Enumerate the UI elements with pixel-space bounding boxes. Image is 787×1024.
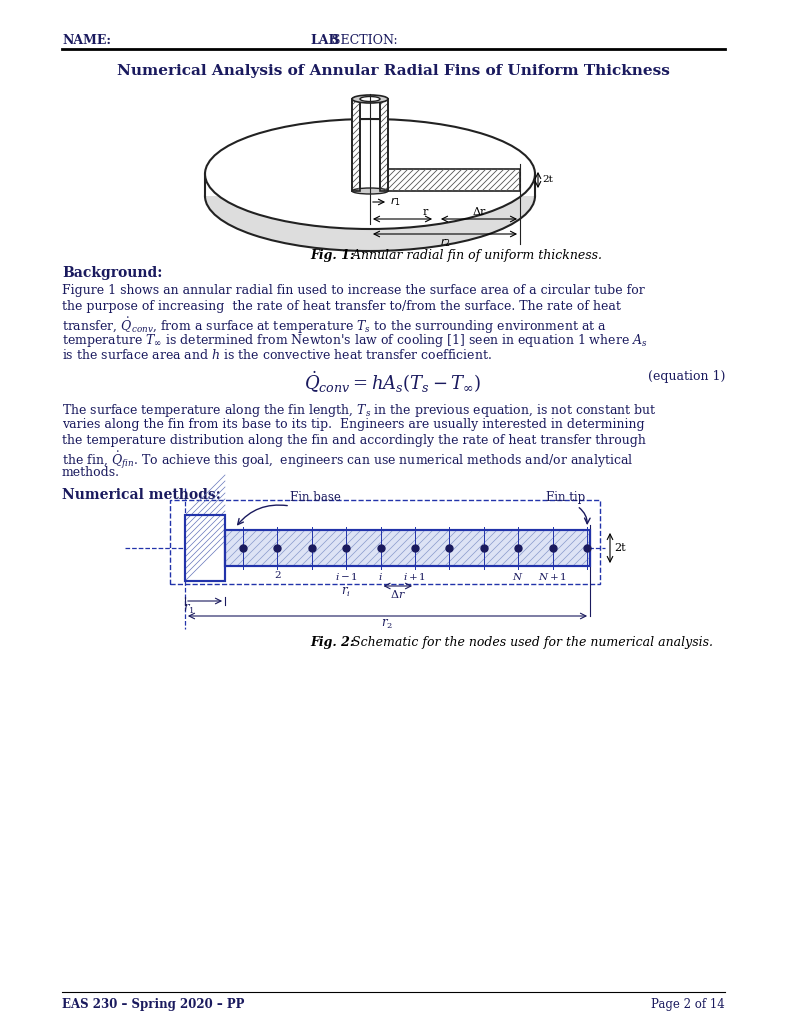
Bar	[225, 530, 590, 566]
Ellipse shape	[205, 119, 535, 229]
Bar	[384, 169, 520, 191]
Text: varies along the fin from its base to its tip.  Engineers are usually interested: varies along the fin from its base to it…	[62, 418, 645, 431]
Text: methods.: methods.	[62, 466, 120, 479]
Bar	[170, 500, 600, 584]
Text: $r_1$: $r_1$	[390, 196, 401, 209]
Text: LAB: LAB	[310, 34, 339, 47]
Text: $i-1$: $i-1$	[334, 571, 358, 582]
Text: Fig. 1:: Fig. 1:	[310, 249, 354, 262]
Text: SECTION:: SECTION:	[328, 34, 397, 47]
Text: Page 2 of 14: Page 2 of 14	[652, 998, 725, 1011]
Text: Schematic for the nodes used for the numerical analysis.: Schematic for the nodes used for the num…	[348, 636, 713, 649]
Text: 2: 2	[274, 571, 281, 580]
Text: EAS 230 – Spring 2020 – PP: EAS 230 – Spring 2020 – PP	[62, 998, 245, 1011]
Ellipse shape	[360, 96, 380, 101]
Ellipse shape	[352, 95, 388, 103]
Bar	[352, 99, 360, 191]
Text: NAME:: NAME:	[62, 34, 111, 47]
Text: Numerical Analysis of Annular Radial Fins of Uniform Thickness: Numerical Analysis of Annular Radial Fin…	[116, 63, 670, 78]
Text: the fin, $\dot{Q}_{fin}$. To achieve this goal,  engineers can use numerical met: the fin, $\dot{Q}_{fin}$. To achieve thi…	[62, 450, 634, 471]
Text: Fin base: Fin base	[290, 490, 341, 504]
Text: is the surface area and $h$ is the convective heat transfer coefficient.: is the surface area and $h$ is the conve…	[62, 348, 492, 362]
Bar	[185, 515, 225, 581]
Text: (equation 1): (equation 1)	[648, 370, 725, 383]
Text: temperature $T_\infty$ is determined from Newton's law of cooling [1] seen in eq: temperature $T_\infty$ is determined fro…	[62, 332, 648, 349]
Ellipse shape	[352, 188, 388, 194]
Text: Figure 1 shows an annular radial fin used to increase the surface area of a circ: Figure 1 shows an annular radial fin use…	[62, 284, 645, 297]
Text: $\dot{Q}_{conv} = hA_s(T_s - T_\infty)$: $\dot{Q}_{conv} = hA_s(T_s - T_\infty)$	[305, 370, 482, 395]
Text: The surface temperature along the fin length, $T_s$ in the previous equation, is: The surface temperature along the fin le…	[62, 402, 656, 419]
Text: $i+1$: $i+1$	[404, 571, 427, 582]
Text: r: r	[423, 207, 427, 217]
Bar	[225, 530, 590, 566]
Text: $i$: $i$	[379, 571, 383, 582]
Ellipse shape	[205, 141, 535, 251]
Bar	[380, 99, 388, 191]
Text: Background:: Background:	[62, 266, 162, 280]
Bar	[205, 174, 535, 196]
Text: $r_2$: $r_2$	[382, 618, 394, 631]
Text: $N+1$: $N+1$	[538, 571, 567, 582]
Bar	[380, 99, 388, 191]
Text: Fin tip: Fin tip	[545, 490, 585, 504]
Text: Annular radial fin of uniform thickness.: Annular radial fin of uniform thickness.	[348, 249, 602, 262]
Text: Fig. 2:: Fig. 2:	[310, 636, 354, 649]
Bar	[352, 99, 360, 191]
Text: the purpose of increasing  the rate of heat transfer to/from the surface. The ra: the purpose of increasing the rate of he…	[62, 300, 621, 313]
Text: Δr: Δr	[472, 207, 486, 217]
Text: $\Delta r$: $\Delta r$	[390, 588, 406, 600]
Text: transfer, $\dot{Q}_{conv}$, from a surface at temperature $T_s$ to the surroundi: transfer, $\dot{Q}_{conv}$, from a surfa…	[62, 316, 607, 337]
Text: $r_1$: $r_1$	[183, 603, 194, 616]
Text: $r_i$: $r_i$	[342, 586, 351, 599]
Text: $r_2$: $r_2$	[440, 236, 450, 249]
Text: Numerical methods:: Numerical methods:	[62, 488, 221, 502]
Text: the temperature distribution along the fin and accordingly the rate of heat tran: the temperature distribution along the f…	[62, 434, 646, 447]
Text: 2t: 2t	[542, 175, 553, 184]
Text: $N$: $N$	[512, 571, 524, 582]
Text: 2t: 2t	[614, 543, 626, 553]
Bar	[185, 515, 225, 581]
